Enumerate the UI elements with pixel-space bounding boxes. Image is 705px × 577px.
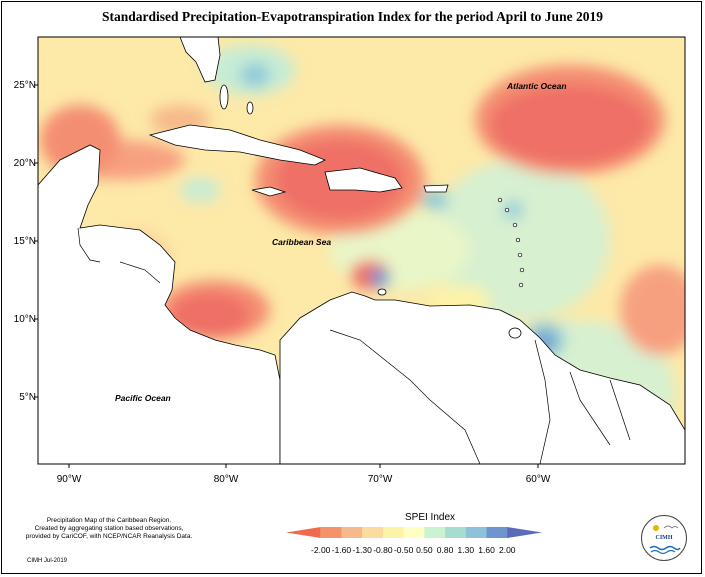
florida — [179, 37, 221, 83]
legend-tick-label: -0.80 — [373, 545, 393, 555]
lon-label-80w: 80°W — [213, 474, 239, 485]
legend-swatch — [424, 527, 446, 538]
legend-tick-label: 1.60 — [478, 545, 495, 555]
legend-colorbar — [286, 527, 542, 538]
logo-text: CIMH — [655, 535, 673, 541]
legend-swatch — [486, 527, 508, 538]
legend-swatch — [362, 527, 384, 538]
legend-swatch — [286, 527, 321, 538]
legend-tick-label: -0.50 — [393, 545, 414, 555]
hispaniola — [324, 167, 403, 193]
land-masses — [38, 37, 685, 464]
legend-swatch — [507, 527, 542, 538]
pacific-ocean-label: Pacific Ocean — [115, 393, 171, 403]
lat-label-10n: 10°N — [13, 314, 36, 325]
lesser-antilles — [497, 197, 525, 288]
cimh-logo: CIMH — [641, 515, 687, 561]
caribbean-sea-label: Caribbean Sea — [272, 237, 332, 247]
lat-label-5n: 5°N — [19, 392, 36, 403]
logo-sun-icon — [649, 525, 681, 555]
legend-tick-label: -2.00 — [311, 545, 331, 555]
legend-swatch — [403, 527, 425, 538]
legend-swatch — [320, 527, 342, 538]
credit-line-3: provided by CariCOF, with NCEP/NCAR Rean… — [25, 533, 193, 540]
axis-ticks — [34, 84, 539, 468]
legend-tick-label: 0.50 — [416, 545, 433, 555]
credit-line-2: Created by aggregating station based obs… — [34, 525, 184, 532]
legend-tick-label: 2.00 — [498, 545, 516, 555]
cuba — [148, 124, 326, 166]
legend-tick-label: 1.30 — [457, 545, 475, 555]
legend-swatch — [382, 527, 405, 538]
puerto-rico — [423, 184, 449, 193]
lon-label-60w: 60°W — [525, 474, 551, 485]
trinidad — [508, 327, 522, 339]
map-title: Standardised Precipitation-Evapotranspir… — [102, 9, 603, 24]
atlantic-ocean-label: Atlantic Ocean — [507, 81, 567, 91]
credit-line-1: Precipitation Map of the Caribbean Regio… — [46, 517, 172, 524]
legend-title: SPEI Index — [404, 512, 456, 523]
aruba-curacao — [377, 288, 387, 296]
lat-label-20n: 20°N — [13, 158, 36, 169]
lon-label-90w: 90°W — [56, 474, 82, 485]
plot-border — [37, 36, 686, 465]
south-america — [279, 291, 685, 464]
bahamas-east — [246, 101, 254, 115]
legend-tick-label: -1.30 — [352, 545, 372, 555]
yucatan-central-america — [38, 144, 281, 464]
bahamas-andros — [219, 84, 229, 110]
legend-swatch — [341, 527, 363, 538]
country-borders — [77, 227, 631, 464]
legend-swatch — [445, 527, 467, 538]
legend-tick-label: 0.80 — [436, 545, 454, 555]
lat-label-25n: 25°N — [13, 80, 36, 91]
date-stamp: CIMH Jul-2019 — [27, 558, 68, 564]
spei-field — [40, 45, 685, 460]
lat-label-15n: 15°N — [13, 236, 36, 247]
legend-swatch — [465, 527, 488, 538]
legend-tick-label: -1.60 — [331, 545, 352, 555]
credit-text: Precipitation Map of the Caribbean Regio… — [14, 517, 204, 541]
jamaica — [251, 186, 287, 197]
lon-label-70w: 70°W — [367, 474, 393, 485]
